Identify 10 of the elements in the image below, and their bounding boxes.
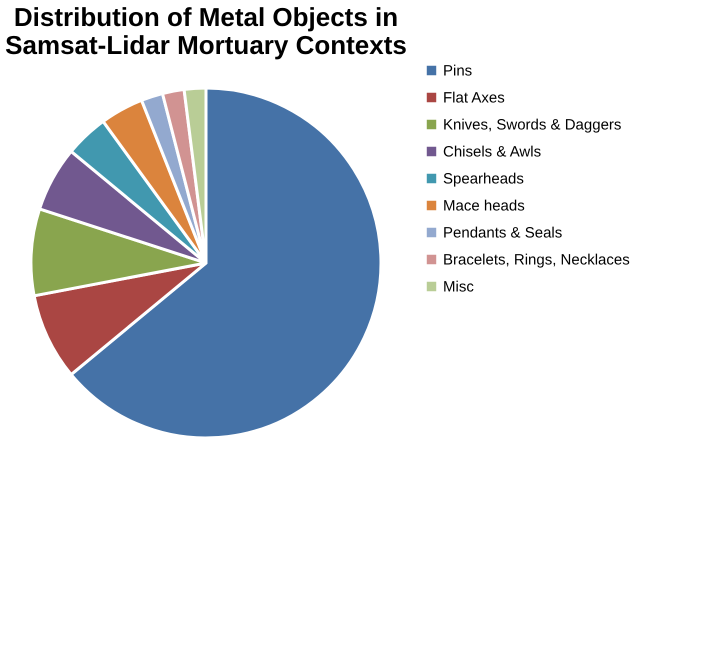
legend-label: Pendants & Seals <box>443 224 562 242</box>
legend-label: Knives, Swords & Daggers <box>443 116 622 134</box>
legend-label: Spearheads <box>443 170 524 188</box>
chart-title: Distribution of Metal Objects in Samsat-Lidar Mortuary Contexts <box>5 2 407 60</box>
legend-label: Flat Axes <box>443 90 505 106</box>
legend-label: Chisels & Awls <box>443 144 542 160</box>
legend-label: Pins <box>443 62 472 80</box>
legend-label: Bracelets, Rings, Necklaces <box>443 252 630 268</box>
legend-label: Mace heads <box>443 198 525 214</box>
legend-label: Misc <box>443 278 474 296</box>
